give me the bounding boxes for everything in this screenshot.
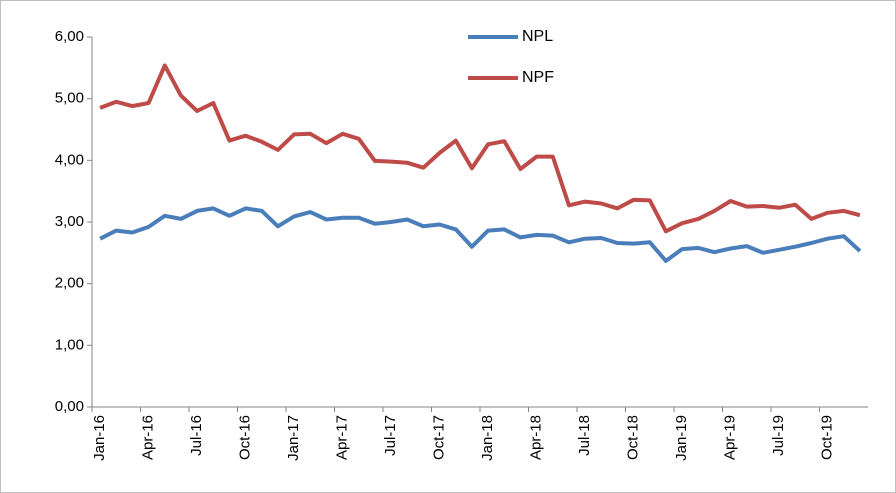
x-tick-label: Apr-18: [528, 415, 545, 460]
x-tick-label: Oct-17: [431, 415, 448, 460]
x-tick-label: Jul-18: [576, 415, 593, 456]
x-tick-label: Jan-17: [285, 415, 302, 461]
data-line: [99, 63, 861, 234]
y-tick-label: 3,00: [55, 213, 84, 230]
data-line: [99, 206, 862, 263]
y-tick-label: 6,00: [55, 28, 84, 45]
y-tick-label: 5,00: [55, 90, 84, 107]
x-tick-label: Apr-19: [722, 415, 739, 460]
legend-label: NPL: [522, 28, 553, 45]
x-tick-label: Jul-16: [188, 415, 205, 456]
x-tick-label: Oct-19: [819, 415, 836, 460]
x-tick-label: Oct-18: [625, 415, 642, 460]
x-tick-label: Apr-17: [334, 415, 351, 460]
x-tick-label: Apr-16: [140, 415, 157, 460]
y-tick-label: 2,00: [55, 275, 84, 292]
x-tick-label: Jul-19: [770, 415, 787, 456]
x-tick-label: Jan-19: [673, 415, 690, 461]
x-tick-label: Jul-17: [382, 415, 399, 456]
x-tick-label: Oct-16: [237, 415, 254, 460]
legend-label: NPF: [522, 69, 554, 86]
y-tick-label: 1,00: [55, 336, 84, 353]
x-tick-label: Jan-16: [91, 415, 108, 461]
y-tick-label: 4,00: [55, 151, 84, 168]
y-tick-label: 0,00: [55, 398, 84, 415]
x-tick-label: Jan-18: [479, 415, 496, 461]
